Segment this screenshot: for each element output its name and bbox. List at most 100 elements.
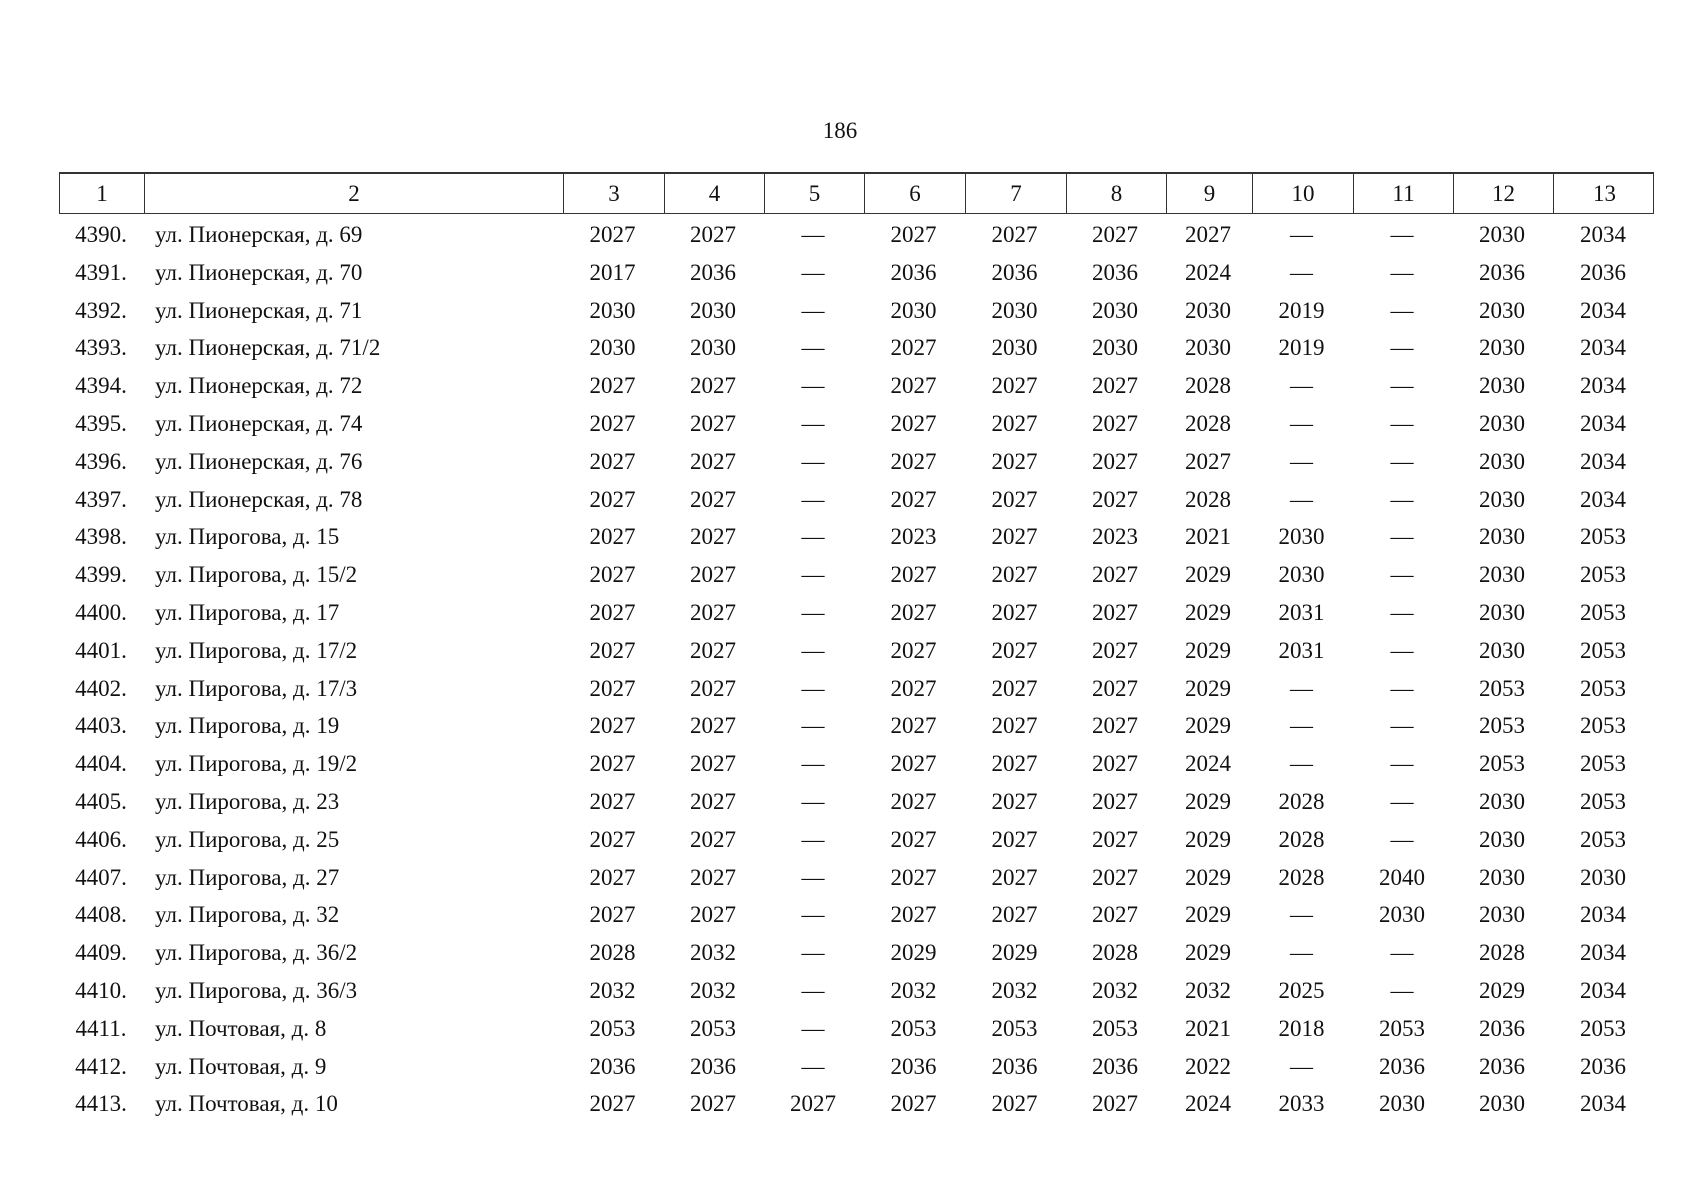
year-cell: 2028 — [1185, 373, 1231, 399]
address: ул. Пионерская, д. 71/2 — [155, 335, 381, 361]
year-cell: 2034 — [1580, 335, 1626, 361]
year-cell: 2030 — [1479, 600, 1525, 625]
year-cell: 2034 — [1580, 411, 1626, 436]
year-cell: 2053 — [1580, 789, 1626, 814]
year-cell: 2033 — [1278, 1091, 1325, 1117]
address: ул. Почтовая, д. 9 — [155, 1053, 327, 1079]
year-cell: 2027 — [1092, 486, 1138, 512]
year-cell: 2028 — [1278, 826, 1325, 852]
year-cell: — — [1290, 751, 1313, 777]
year-cell: 2029 — [1185, 562, 1231, 588]
year-cell: 2027 — [1092, 411, 1138, 436]
year-cell: 2053 — [1580, 826, 1626, 852]
year-cell: 2027 — [589, 524, 636, 550]
year-cell: 2030 — [890, 297, 937, 323]
year-cell: 2022 — [1185, 1053, 1231, 1079]
year-cell: 2027 — [690, 1091, 736, 1117]
year-cell: — — [801, 751, 825, 777]
year-cell: 2036 — [1479, 259, 1525, 285]
address: ул. Пирогова, д. 36/2 — [155, 940, 358, 966]
year-cell: — — [801, 675, 825, 701]
year-cell: 2030 — [1278, 562, 1325, 588]
year-cell: 2027 — [589, 713, 636, 739]
year-cell: 2027 — [589, 789, 636, 814]
year-cell: — — [801, 373, 825, 399]
year-cell: — — [1290, 411, 1313, 436]
year-cell: 2028 — [1278, 789, 1325, 814]
address: ул. Пионерская, д. 78 — [155, 486, 363, 512]
year-cell: 2030 — [1092, 335, 1138, 361]
year-cell: 2032 — [690, 978, 736, 1003]
year-cell: — — [801, 259, 825, 285]
year-cell: 2027 — [991, 222, 1038, 247]
year-cell: 2036 — [991, 259, 1038, 285]
year-cell: 2027 — [690, 600, 736, 625]
year-cell: 2030 — [1479, 902, 1525, 928]
year-cell: 2027 — [690, 486, 736, 512]
year-cell: 2021 — [1185, 1015, 1231, 1041]
year-cell: 2027 — [991, 902, 1038, 928]
year-cell: — — [1290, 222, 1313, 247]
year-cell: 2030 — [991, 335, 1038, 361]
year-cell: — — [801, 486, 825, 512]
year-cell: — — [801, 713, 825, 739]
year-cell: — — [801, 524, 825, 550]
year-cell: 2028 — [1185, 411, 1231, 436]
year-cell: 2030 — [1479, 826, 1525, 852]
year-cell: 2030 — [991, 297, 1038, 323]
year-cell: 2024 — [1185, 259, 1231, 285]
year-cell: 2030 — [1479, 373, 1525, 399]
year-cell: — — [1290, 713, 1313, 739]
year-cell: 2024 — [1185, 1091, 1231, 1117]
row-number: 4390. — [75, 222, 127, 247]
row-number: 4393. — [75, 335, 127, 361]
year-cell: 2027 — [890, 600, 937, 625]
year-cell: 2053 — [589, 1015, 636, 1041]
year-cell: 2027 — [589, 600, 636, 625]
year-cell: 2027 — [991, 713, 1038, 739]
header-cell: 9 — [1166, 174, 1252, 214]
year-cell: 2053 — [1479, 713, 1525, 739]
year-cell: 2027 — [890, 864, 937, 890]
year-cell: — — [1390, 259, 1414, 285]
year-cell: 2027 — [890, 1091, 937, 1117]
year-cell: 2029 — [1185, 826, 1231, 852]
year-cell: 2027 — [1092, 373, 1138, 399]
year-cell: 2027 — [589, 562, 636, 588]
year-cell: — — [801, 297, 825, 323]
year-cell: 2023 — [890, 524, 937, 550]
year-cell: — — [1390, 826, 1414, 852]
year-cell: 2030 — [1479, 637, 1525, 663]
address: ул. Пирогова, д. 36/3 — [155, 978, 358, 1003]
year-cell: — — [801, 1015, 825, 1041]
header-cell: 2 — [144, 174, 563, 214]
year-cell: 2053 — [1580, 751, 1626, 777]
year-cell: 2028 — [1092, 940, 1138, 966]
row-number: 4401. — [75, 637, 127, 663]
year-cell: 2027 — [1092, 637, 1138, 663]
year-cell: 2027 — [890, 826, 937, 852]
year-cell: 2036 — [1092, 1053, 1138, 1079]
year-cell: — — [1390, 335, 1414, 361]
year-cell: 2027 — [1092, 713, 1138, 739]
year-cell: 2027 — [690, 524, 736, 550]
address: ул. Пирогова, д. 19 — [155, 713, 340, 739]
year-cell: 2025 — [1278, 978, 1325, 1003]
year-cell: 2027 — [589, 222, 636, 247]
year-cell: — — [801, 562, 825, 588]
year-cell: 2053 — [890, 1015, 937, 1041]
year-cell: 2030 — [1479, 789, 1525, 814]
year-cell: 2027 — [1092, 562, 1138, 588]
year-cell: 2027 — [991, 448, 1038, 474]
row-number: 4408. — [75, 902, 127, 928]
year-cell: 2031 — [1278, 637, 1325, 663]
year-cell: — — [1390, 486, 1414, 512]
year-cell: 2036 — [690, 259, 736, 285]
year-cell: — — [1290, 902, 1313, 928]
year-cell: 2034 — [1580, 940, 1626, 966]
year-cell: — — [801, 978, 825, 1003]
year-cell: — — [801, 411, 825, 436]
year-cell: 2032 — [890, 978, 937, 1003]
year-cell: 2027 — [690, 826, 736, 852]
